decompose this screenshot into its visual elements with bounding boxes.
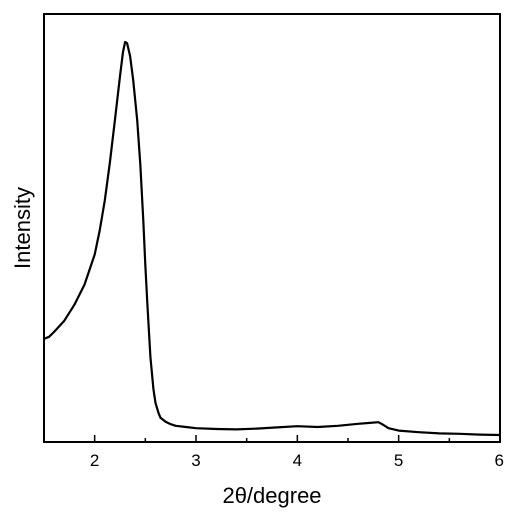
x-axis-tick-labels: 2 3 4 5 6 xyxy=(90,451,504,470)
plot-frame xyxy=(43,13,501,443)
x-tick-label: 6 xyxy=(495,451,504,470)
x-tick-label: 5 xyxy=(394,451,403,470)
x-tick-label: 2 xyxy=(90,451,99,470)
x-axis-ticks xyxy=(43,435,501,442)
y-axis-title: Intensity xyxy=(10,187,35,269)
x-axis-title: 2θ/degree xyxy=(222,483,321,508)
x-tick-label: 4 xyxy=(293,451,302,470)
series-line-intensity xyxy=(42,40,502,437)
x-tick-label: 3 xyxy=(191,451,200,470)
